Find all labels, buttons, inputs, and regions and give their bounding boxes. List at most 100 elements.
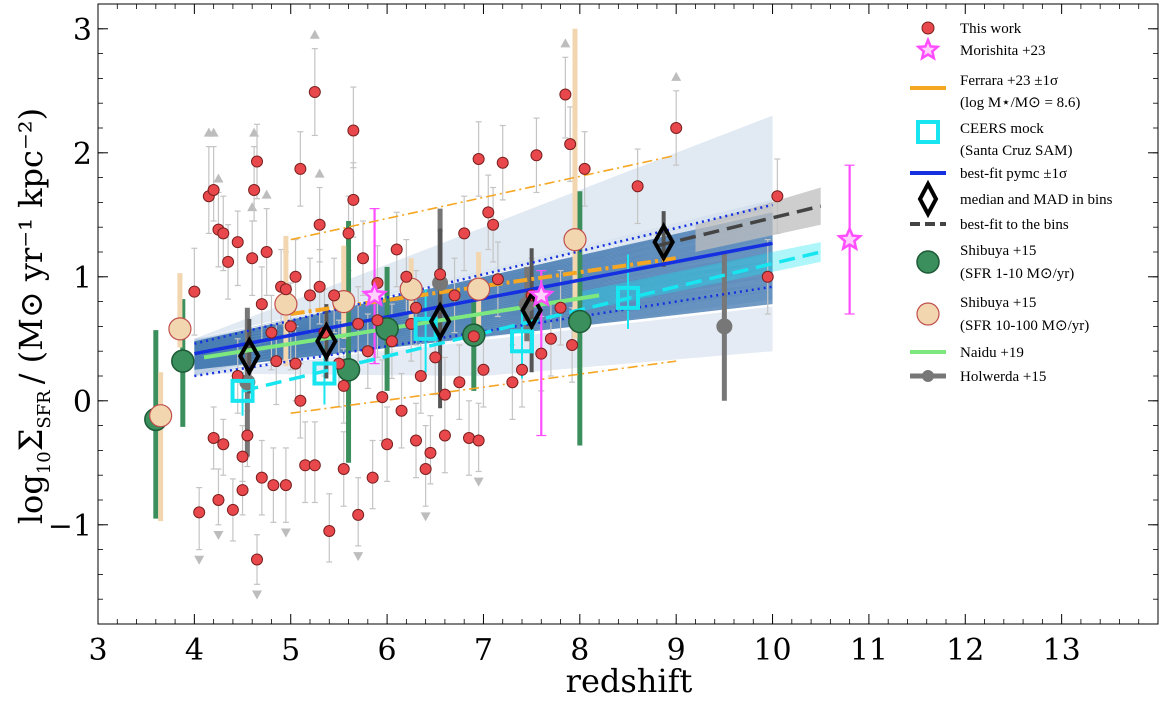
- legend-this-work-marker: [921, 21, 935, 35]
- this-work-point: [491, 273, 504, 286]
- legend-label: median and MAD in bins: [960, 192, 1113, 208]
- x-tick-label: 4: [185, 633, 204, 668]
- this-work-point: [236, 484, 249, 497]
- this-work-point: [352, 317, 365, 330]
- upper-limit-arrow: [252, 590, 262, 600]
- lower-limit-arrow: [261, 189, 272, 199]
- median-marker: [652, 222, 675, 263]
- this-work-point: [429, 351, 442, 364]
- this-work-point: [554, 301, 567, 314]
- this-work-point: [308, 459, 321, 472]
- x-axis-label: redshift: [566, 662, 693, 700]
- this-work-point: [304, 289, 316, 302]
- x-tick-label: 8: [570, 633, 589, 668]
- this-work-point: [366, 471, 379, 484]
- legend-median-marker: [917, 179, 939, 219]
- legend-ceers-marker: [916, 120, 940, 144]
- legend-holwerda-marker: [922, 370, 934, 382]
- upper-limit-arrow: [353, 552, 364, 562]
- this-work-point: [289, 270, 302, 283]
- this-work-point: [448, 289, 461, 302]
- this-work-point: [467, 330, 480, 343]
- y-tick-label: 2: [73, 137, 92, 172]
- this-work-point: [453, 376, 466, 389]
- this-work-point: [376, 391, 389, 404]
- shibuya-high-marker: [563, 228, 587, 252]
- this-work-point: [217, 438, 230, 451]
- legend-label: This work: [960, 21, 1022, 37]
- this-work-point: [323, 525, 336, 537]
- shibuya-low-marker: [171, 349, 195, 373]
- legend-label: Shibuya +15: [960, 243, 1036, 259]
- shibuya-high-marker: [149, 404, 173, 428]
- legend-morishita-marker: [915, 36, 941, 61]
- this-work-point: [248, 184, 261, 196]
- this-work-errorbar: [234, 210, 241, 287]
- this-work-point: [226, 503, 239, 516]
- this-work-point: [188, 285, 201, 298]
- this-work-point: [236, 450, 249, 463]
- this-work-point: [251, 553, 263, 566]
- upper-limit-arrow: [473, 477, 484, 487]
- this-work-point: [251, 155, 263, 168]
- ceers-marker: [510, 329, 534, 354]
- this-work-point: [631, 180, 644, 193]
- this-work-point: [361, 345, 374, 358]
- bins-fit-line: [656, 204, 822, 248]
- x-tick-label: 11: [850, 633, 888, 668]
- ceers-marker: [312, 361, 337, 386]
- legend-label: Shibuya +15: [960, 295, 1036, 311]
- this-work-point: [434, 268, 447, 281]
- this-work-point: [438, 429, 451, 442]
- legend: This work Morishita +23 Ferrara +23 ±1σ (lo…: [910, 21, 1113, 385]
- shibuya-high-marker: [274, 292, 298, 316]
- this-work-point: [279, 479, 292, 492]
- this-work-point: [193, 506, 206, 519]
- this-work-point: [506, 376, 519, 389]
- this-work-point: [212, 494, 225, 506]
- legend-label: best-fit to the bins: [960, 217, 1069, 233]
- this-work-point: [371, 314, 384, 327]
- ceers-marker: [230, 378, 255, 403]
- ferrara-lower-line: [290, 360, 677, 414]
- this-work-point: [255, 471, 268, 484]
- shibuya-high-marker: [467, 277, 491, 301]
- this-work-point: [559, 88, 572, 101]
- pymc-outer-fringe-upper: [194, 115, 773, 339]
- shibuya-low-marker: [568, 309, 592, 334]
- upper-limit-arrow: [420, 512, 431, 522]
- y-axis-label: log10ΣSFR/ (M⊙ yr⁻¹ kpc⁻²): [12, 108, 55, 524]
- this-work-point: [544, 332, 557, 345]
- this-work-point: [414, 370, 427, 382]
- x-tick-label: 6: [378, 633, 397, 668]
- morishita-marker: [527, 281, 555, 307]
- this-work-point: [496, 156, 509, 169]
- lower-limit-arrow: [208, 127, 219, 137]
- this-work-point: [395, 404, 408, 417]
- this-work-point: [217, 227, 230, 240]
- this-work-point: [530, 149, 543, 162]
- y-tick-label: 3: [73, 13, 92, 48]
- lower-limit-arrow: [560, 38, 571, 48]
- upper-limit-arrow: [213, 531, 224, 540]
- this-work-errorbar: [196, 487, 203, 551]
- this-work-point: [472, 153, 485, 165]
- legend-label: best-fit pymc ±1σ: [960, 166, 1067, 182]
- this-work-point: [419, 463, 432, 475]
- this-work-point: [260, 246, 273, 258]
- lower-limit-arrow: [213, 173, 224, 183]
- y-tick-label: 0: [73, 385, 92, 420]
- median-marker: [428, 301, 452, 342]
- this-work-point: [337, 463, 350, 475]
- this-work-point: [357, 252, 369, 265]
- holwerda-marker: [432, 275, 449, 291]
- legend-shibuya-low-marker: [916, 250, 940, 274]
- this-work-point: [424, 446, 437, 459]
- this-work-point: [352, 508, 365, 521]
- this-work-point: [761, 270, 774, 283]
- y-tick-label: −1: [48, 509, 92, 544]
- x-tick-label: 10: [753, 633, 791, 668]
- legend-label-line2: (Santa Cruz SAM): [960, 143, 1073, 159]
- x-tick-label: 13: [1043, 633, 1081, 668]
